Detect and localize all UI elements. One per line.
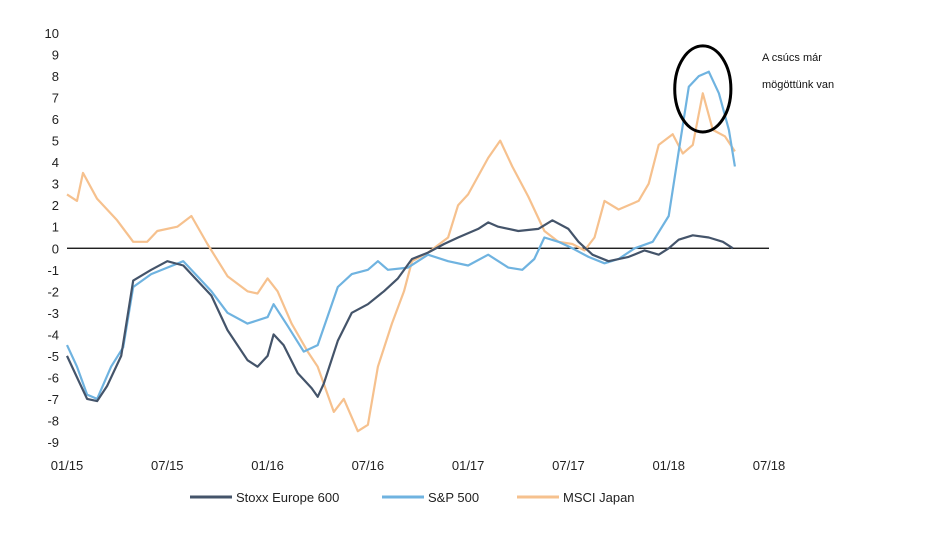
x-tick-label: 07/15: [151, 458, 184, 473]
y-tick-label: -7: [47, 392, 59, 407]
y-tick-label: -6: [47, 370, 59, 385]
y-tick-label: -2: [47, 284, 59, 299]
peak-highlight-circle: [673, 44, 733, 134]
y-tick-label: 5: [52, 134, 59, 149]
y-tick-label: 8: [52, 69, 59, 84]
series-line-sp500: [66, 70, 736, 400]
legend-label-sp500: S&P 500: [428, 490, 479, 505]
annotation-line-2: mögöttünk van: [762, 79, 835, 91]
series-line-stoxx-europe-600: [66, 219, 734, 403]
y-tick-label: -3: [47, 306, 59, 321]
y-tick-label: 6: [52, 112, 59, 127]
y-tick-label: -5: [47, 349, 59, 364]
series-layer: [66, 70, 736, 433]
x-tick-label: 01/15: [51, 458, 84, 473]
x-tick-label: 07/18: [753, 458, 786, 473]
legend: Stoxx Europe 600 S&P 500 MSCI Japan: [190, 490, 635, 505]
y-tick-label: 7: [52, 91, 59, 106]
x-tick-label: 01/16: [251, 458, 284, 473]
y-tick-label: 9: [52, 48, 59, 63]
series-line-msci-japan: [66, 92, 736, 433]
legend-label-msci-japan: MSCI Japan: [563, 490, 635, 505]
y-tick-label: 1: [52, 220, 59, 235]
y-tick-label: 10: [45, 26, 59, 41]
annotation-line-1: A csúcs már: [762, 52, 822, 64]
y-tick-label: 2: [52, 198, 59, 213]
y-tick-label: -4: [47, 327, 59, 342]
y-tick-label: 0: [52, 241, 59, 256]
y-tick-label: -8: [47, 413, 59, 428]
y-tick-label: -1: [47, 263, 59, 278]
x-tick-label: 01/18: [652, 458, 685, 473]
y-tick-label: -9: [47, 435, 59, 450]
legend-label-stoxx: Stoxx Europe 600: [236, 490, 339, 505]
x-tick-label: 07/17: [552, 458, 585, 473]
y-tick-label: 4: [52, 155, 59, 170]
x-axis: 01/15 07/15 01/16 07/16 01/17 07/17 01/18 07/18: [51, 458, 786, 473]
x-tick-label: 01/17: [452, 458, 485, 473]
x-tick-label: 07/16: [352, 458, 385, 473]
y-tick-label: 3: [52, 177, 59, 192]
